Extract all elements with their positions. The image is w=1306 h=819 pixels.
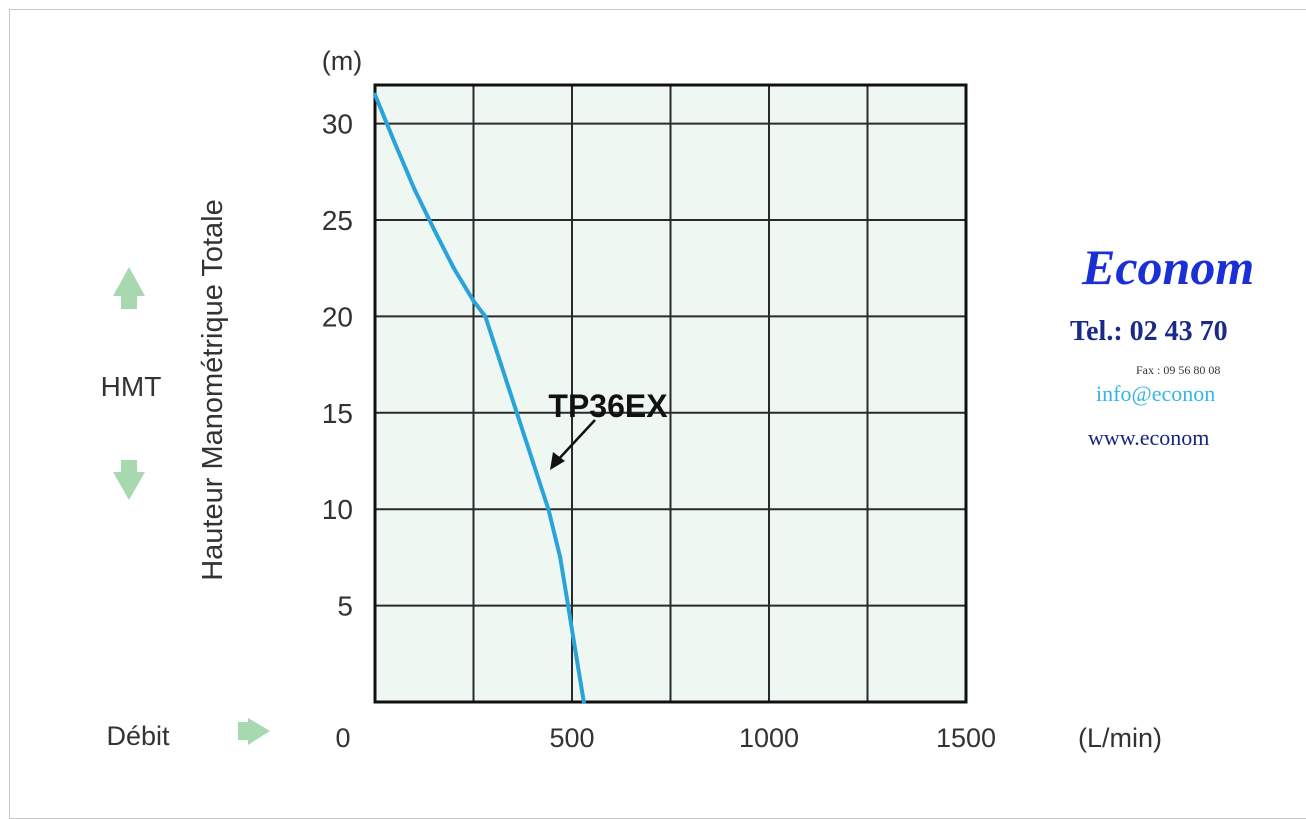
series-point (530, 458, 535, 463)
debit-label: Débit (106, 721, 170, 751)
x-tick-label: 1500 (936, 723, 996, 753)
brand-website[interactable]: www.econom (1088, 425, 1210, 450)
brand-name: Econom (1082, 239, 1255, 295)
y-axis-title: Hauteur Manométrique Totale (197, 199, 229, 581)
plot-border (373, 83, 968, 704)
series-point (451, 266, 456, 271)
annotation-arrow-line (555, 419, 596, 463)
series-annotation: TP36EX (548, 388, 668, 424)
series-point (566, 603, 571, 608)
brand-email[interactable]: info@econon (1096, 381, 1216, 406)
down-arrow-icon (113, 472, 145, 500)
right-arrow-icon (248, 718, 270, 745)
up-arrow-stem (121, 296, 137, 309)
grid (375, 85, 966, 702)
y-tick-label: 20 (322, 301, 353, 332)
y-unit-label: (m) (322, 46, 362, 76)
series-point (471, 298, 476, 303)
series-point (483, 314, 488, 319)
x-unit-label: (L/min) (1078, 723, 1162, 753)
y-tick-label: 15 (322, 398, 353, 429)
series-point (432, 227, 437, 232)
brand-phone: Tel.: 02 43 70 (1070, 316, 1228, 347)
y-tick-label: 30 (322, 109, 353, 140)
series-point (392, 140, 397, 145)
hmt-label: HMT (101, 371, 162, 402)
x-tick-zero: 0 (335, 723, 350, 753)
right-arrow-stem (238, 722, 248, 740)
series-point (546, 507, 551, 512)
y-tick-label: 10 (322, 494, 353, 525)
down-arrow-stem (121, 460, 137, 472)
series-point (499, 362, 504, 367)
series-point (558, 555, 563, 560)
series-point (514, 410, 519, 415)
series-points (373, 92, 586, 704)
series-point (581, 700, 586, 704)
series-point (412, 187, 417, 192)
x-tick-label: 500 (549, 723, 594, 753)
y-tick-label: 5 (337, 591, 353, 622)
y-tick-label: 25 (322, 205, 353, 236)
annotation-arrowhead-icon (550, 452, 565, 470)
series-point (373, 92, 377, 97)
up-arrow-icon (113, 267, 145, 296)
brand-fax: Fax : 09 56 80 08 (1136, 363, 1221, 377)
series-point (573, 651, 578, 656)
x-tick-label: 1000 (739, 723, 799, 753)
tick-labels: 5 10 15 20 25 30 500 1000 1500 (322, 109, 996, 753)
